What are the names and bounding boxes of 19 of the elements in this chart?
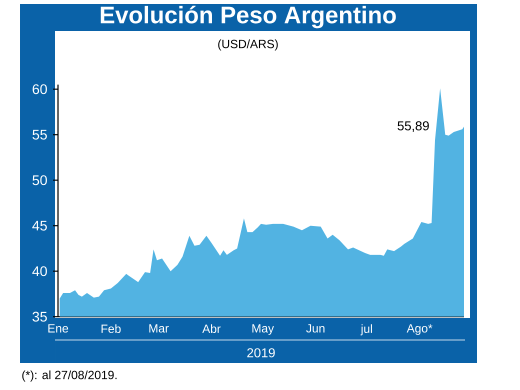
x-tick-label: Mar — [149, 324, 169, 333]
x-axis-title: 2019 — [247, 348, 275, 358]
x-tick-label: Jun — [306, 324, 324, 333]
annotation: 55,89 — [398, 121, 429, 132]
y-tick-label: 45 — [32, 220, 47, 231]
y-tick-label: 60 — [32, 84, 47, 94]
chart-subtitle: (USD/ARS) — [218, 39, 278, 51]
y-tick-label: 50 — [32, 175, 47, 186]
x-tick-label: jul — [360, 324, 372, 336]
x-tick-label: Ago* — [406, 324, 432, 335]
x-tick-label: Abr — [202, 324, 221, 333]
y-tick-label: 35 — [32, 312, 47, 322]
x-tick-label: Ene — [48, 324, 68, 333]
chart-title: Evolución Peso Argentino — [100, 6, 396, 28]
y-tick-label: 55 — [32, 130, 47, 140]
x-tick-label: May — [252, 324, 274, 335]
y-tick-label: 40 — [32, 266, 47, 276]
x-tick-label: Feb — [102, 324, 121, 333]
text: (*): al 27/08/2019. — [22, 370, 117, 382]
